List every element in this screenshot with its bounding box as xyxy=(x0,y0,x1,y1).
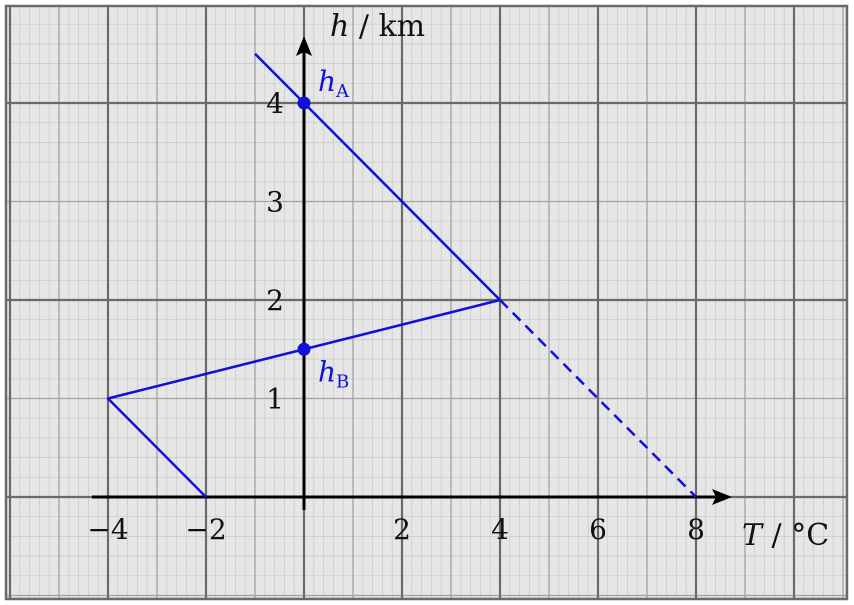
x-tick-label: 8 xyxy=(687,513,705,546)
x-tick-label: 2 xyxy=(393,513,411,546)
point-label-sub: A xyxy=(335,81,350,102)
y-tick-label: 3 xyxy=(266,186,284,219)
plot-background xyxy=(6,6,847,599)
point-label-hb: hB xyxy=(318,355,349,392)
x-tick-label: −4 xyxy=(87,513,128,546)
series-line-2 xyxy=(106,298,501,498)
point-label-main: h xyxy=(318,355,336,388)
x-tick-label: 4 xyxy=(491,513,509,546)
axes xyxy=(92,36,732,510)
point-label-sub: B xyxy=(336,371,349,392)
grid xyxy=(4,4,849,601)
y-tick-label: 1 xyxy=(266,383,284,416)
x-axis-arrow xyxy=(712,489,732,505)
data-series xyxy=(106,52,697,498)
point-label-main: h xyxy=(318,65,336,98)
y-tick-label: 4 xyxy=(266,87,284,120)
plot-border xyxy=(4,4,849,601)
x-tick-label: 6 xyxy=(589,513,607,546)
y-axis-arrow xyxy=(296,36,312,56)
series-line-3 xyxy=(499,299,697,498)
y-tick-label: 2 xyxy=(266,284,284,317)
x-axis-title-unit: / °C xyxy=(762,518,829,553)
y-axis-title-unit: / km xyxy=(349,9,425,44)
x-tick-label: −2 xyxy=(185,513,226,546)
data-point-hb xyxy=(297,342,311,356)
series-line-1 xyxy=(254,52,501,301)
x-axis-title-var: T xyxy=(742,518,764,553)
data-point-ha xyxy=(297,96,311,110)
y-axis-title: h / km xyxy=(330,9,425,44)
y-axis-title-var: h xyxy=(330,9,349,44)
x-axis-title: T / °C xyxy=(742,518,829,553)
point-label-ha: hA xyxy=(318,65,350,102)
